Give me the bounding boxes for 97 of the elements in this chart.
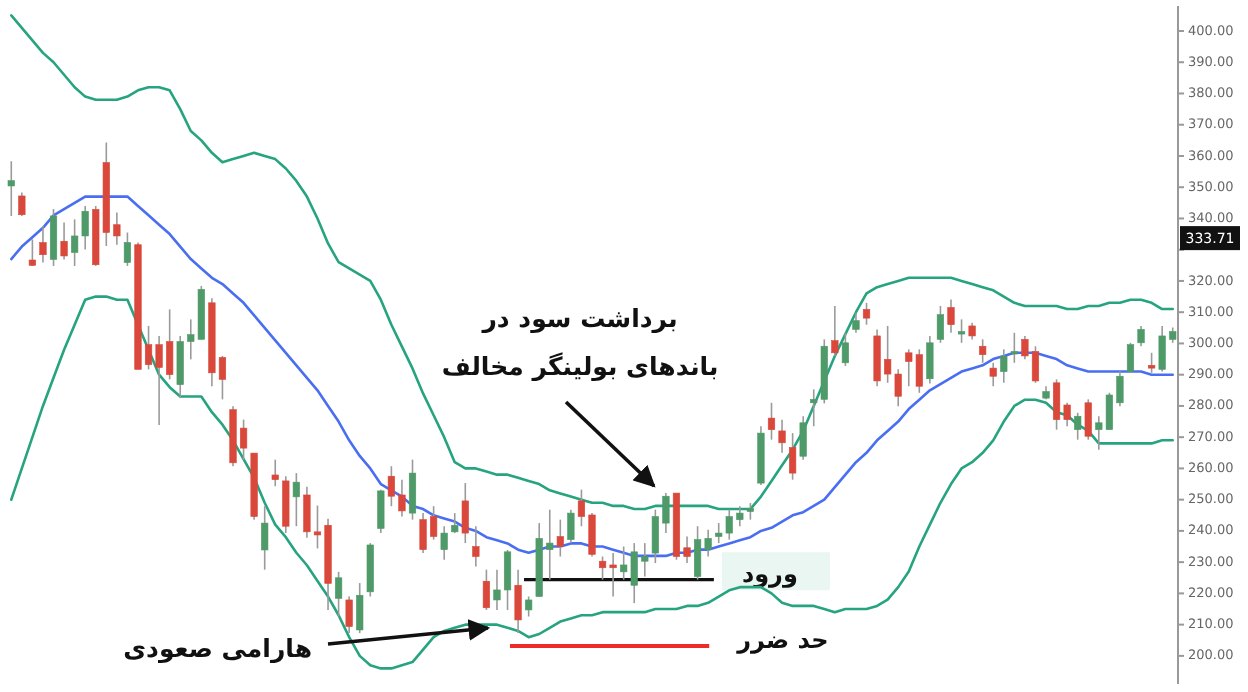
candlestick xyxy=(989,362,997,388)
candlestick xyxy=(567,508,575,544)
candlestick xyxy=(905,348,913,388)
candlestick xyxy=(28,238,36,267)
candlestick xyxy=(926,335,934,385)
candlestick xyxy=(577,488,586,528)
candlestick xyxy=(292,472,300,528)
candlestick xyxy=(430,505,438,541)
candlestick xyxy=(694,525,702,581)
candlestick xyxy=(176,335,184,399)
ref-line-label: ورود xyxy=(741,560,798,589)
candlestick xyxy=(71,218,79,267)
candlestick xyxy=(39,225,47,264)
candlestick xyxy=(873,328,881,388)
candlestick xyxy=(60,221,68,261)
candlestick xyxy=(683,535,691,564)
candlestick xyxy=(261,505,269,571)
candlestick xyxy=(1053,378,1061,431)
candlestick xyxy=(1095,415,1103,451)
candlestick xyxy=(113,211,121,246)
candlestick xyxy=(1158,325,1166,373)
candlestick xyxy=(218,355,227,401)
candlestick xyxy=(282,475,290,534)
candlestick xyxy=(440,525,448,561)
annotation: برداشت سود در باندهای بولینگر مخالف xyxy=(441,302,719,383)
candlestick xyxy=(662,492,670,534)
candlestick xyxy=(915,348,923,394)
candlestick xyxy=(503,549,512,611)
candlestick xyxy=(1148,352,1156,374)
candlestick xyxy=(852,312,860,334)
candlestick xyxy=(862,302,871,326)
candlestick xyxy=(18,191,26,217)
candlestick xyxy=(799,415,807,461)
candlestick xyxy=(514,568,522,634)
candlestick xyxy=(841,332,849,367)
candlestick xyxy=(630,542,638,604)
candlestick xyxy=(493,568,501,611)
candlestick xyxy=(704,528,712,558)
candlestick xyxy=(345,595,353,634)
candlestick xyxy=(166,308,174,381)
candlestick xyxy=(408,458,417,521)
candlestick xyxy=(81,205,89,251)
candlestick xyxy=(556,518,564,558)
candlestick xyxy=(620,545,628,581)
annotation: هارامی صعودی xyxy=(123,632,312,665)
candlestick xyxy=(609,552,617,598)
candlestick xyxy=(598,555,607,581)
candlestick xyxy=(725,508,733,541)
candlestick xyxy=(356,582,364,634)
annotation: هارامی صعودی xyxy=(123,619,491,663)
candlestick xyxy=(736,505,744,528)
candlestick xyxy=(894,368,902,408)
ref-line-label: حد ضرر xyxy=(735,626,829,655)
candlestick xyxy=(387,465,395,508)
candlestick xyxy=(239,418,248,461)
candlestick xyxy=(472,525,480,568)
candlestick xyxy=(1031,345,1040,384)
candlestick xyxy=(778,418,786,454)
candlestick xyxy=(1116,370,1124,408)
candlestick xyxy=(1084,398,1092,441)
candlestick xyxy=(155,335,163,426)
candlestick xyxy=(313,504,322,550)
candlestick xyxy=(461,482,469,544)
candlestick xyxy=(979,338,987,364)
candlestick xyxy=(810,388,818,428)
candlestick xyxy=(1137,325,1145,348)
candlestick xyxy=(651,508,659,564)
candlestick xyxy=(49,208,58,267)
candlestick xyxy=(715,522,723,544)
candlestick xyxy=(7,160,15,217)
candlestick xyxy=(123,231,131,267)
candlestick xyxy=(1021,335,1029,361)
candlestick xyxy=(419,512,427,554)
candlestick xyxy=(884,325,892,384)
candlestick xyxy=(1074,412,1082,441)
candlestick xyxy=(947,298,955,334)
candlestick xyxy=(335,571,343,618)
candlestick xyxy=(641,542,649,578)
candlestick xyxy=(1010,332,1018,364)
candlestick xyxy=(398,478,406,518)
candlestick xyxy=(831,305,839,358)
candlestick xyxy=(377,488,385,534)
candlestick xyxy=(451,512,459,534)
candlestick xyxy=(525,595,533,618)
candlestick xyxy=(144,325,153,371)
annotation: برداشت سود در باندهای بولینگر مخالف xyxy=(441,302,719,488)
candlestick xyxy=(303,486,311,539)
candlestick xyxy=(1000,348,1008,384)
candlestick xyxy=(187,318,195,361)
candlestick xyxy=(271,458,279,488)
candlestick xyxy=(1063,402,1071,428)
candlestick xyxy=(482,568,490,611)
candlestick xyxy=(936,305,945,344)
candlestick xyxy=(789,432,797,481)
candlestick xyxy=(767,402,776,441)
candlestick xyxy=(957,318,966,344)
candlestick xyxy=(546,508,554,581)
